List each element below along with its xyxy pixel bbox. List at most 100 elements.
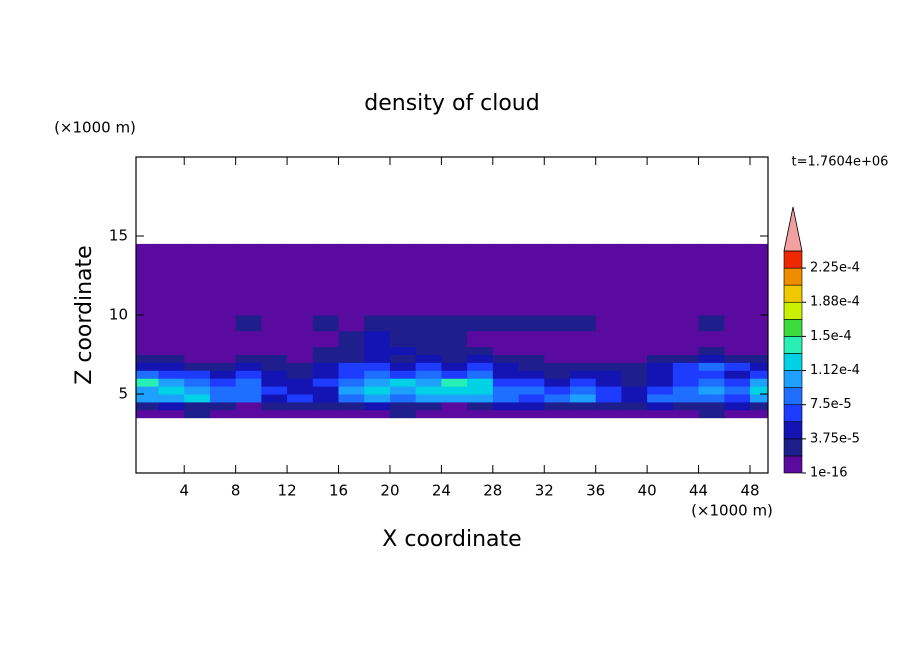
contour-cell [312, 299, 340, 316]
contour-cell [544, 299, 571, 316]
x-tick-label: 48 [740, 482, 759, 500]
contour-cell [621, 409, 648, 419]
contour-cell [569, 267, 597, 284]
colorbar-band [783, 250, 803, 269]
contour-cell [569, 354, 597, 363]
contour-cell [749, 394, 768, 403]
contour-cell [364, 346, 391, 355]
contour-cell [672, 243, 700, 269]
contour-cell [287, 378, 314, 387]
contour-cell [621, 370, 648, 379]
contour-cell [621, 354, 648, 363]
contour-cell [184, 394, 211, 403]
contour-cell [389, 267, 417, 284]
contour-cell [544, 378, 571, 387]
contour-cell [467, 370, 494, 379]
contour-cell [261, 354, 288, 363]
contour-cell [467, 243, 494, 269]
x-tick-label: 32 [535, 482, 554, 500]
contour-cell [136, 370, 160, 379]
contour-cell [209, 315, 237, 332]
contour-cell [209, 362, 237, 371]
contour-cell [569, 394, 597, 403]
contour-cell [621, 362, 648, 371]
colorbar-band [783, 301, 803, 320]
contour-cell [235, 243, 262, 269]
contour-cell [235, 330, 262, 348]
contour-cell [518, 283, 545, 300]
contour-cell [312, 354, 340, 363]
contour-cell [698, 386, 725, 395]
contour-cell [184, 243, 211, 269]
contour-cell [184, 283, 211, 300]
colorbar-tick-label: 1e-16 [810, 466, 848, 481]
contour-cell [467, 283, 494, 300]
contour-cell [467, 378, 494, 387]
contour-cell [364, 378, 391, 387]
contour-cell [749, 362, 768, 371]
contour-cell [749, 315, 768, 332]
contour-cell [672, 386, 700, 395]
contour-cell [724, 283, 751, 300]
contour-cell [621, 394, 648, 403]
contour-cell [724, 299, 751, 316]
contour-cell [749, 386, 768, 395]
contour-cell [158, 409, 185, 419]
contour-cell [209, 330, 237, 348]
contour-cell [184, 354, 211, 363]
contour-cell [136, 299, 160, 316]
contour-cell [672, 362, 700, 371]
contour-cell [136, 409, 160, 419]
contour-cell [441, 409, 468, 419]
contour-cell [209, 386, 237, 395]
contour-cell [364, 370, 391, 379]
contour-cell [492, 283, 520, 300]
contour-cell [287, 315, 314, 332]
contour-cell [209, 354, 237, 363]
x-axis-label: X coordinate [382, 527, 521, 552]
contour-cell [415, 346, 442, 355]
contour-cell [544, 409, 571, 419]
contour-cell [621, 401, 648, 411]
contour-cell [672, 378, 700, 387]
contour-cell [184, 370, 211, 379]
contour-cell [287, 330, 314, 348]
contour-cell [158, 370, 185, 379]
contour-cell [261, 315, 288, 332]
contour-cell [441, 299, 468, 316]
contour-cell [672, 346, 700, 355]
colorbar-band [783, 284, 803, 303]
contour-cell [518, 330, 545, 348]
contour-cell [569, 370, 597, 379]
y-axis-label: Z coordinate [72, 245, 97, 384]
contour-cell [415, 370, 442, 379]
contour-cell [544, 370, 571, 379]
contour-cell [312, 283, 340, 300]
contour-cell [338, 362, 365, 371]
contour-cell [569, 283, 597, 300]
contour-cell [184, 346, 211, 355]
contour-cell [698, 267, 725, 284]
contour-cell [569, 243, 597, 269]
x-tick-label: 20 [380, 482, 399, 500]
contour-cell [184, 386, 211, 395]
contour-cell [364, 243, 391, 269]
contour-cell [441, 370, 468, 379]
x-tick-label: 4 [179, 482, 189, 500]
contour-cell [209, 283, 237, 300]
contour-cell [338, 409, 365, 419]
contour-cell [467, 267, 494, 284]
contour-cell [621, 330, 648, 348]
contour-cell [158, 401, 185, 411]
contour-cell [621, 299, 648, 316]
contour-cell [338, 299, 365, 316]
colorbar-band [783, 455, 803, 474]
contour-cell [364, 299, 391, 316]
contour-cell [569, 409, 597, 419]
contour-cell [209, 346, 237, 355]
contour-cell [544, 362, 571, 371]
contour-cell [518, 409, 545, 419]
contour-cell [441, 401, 468, 411]
contour-cell [389, 378, 417, 387]
contour-cell [364, 401, 391, 411]
